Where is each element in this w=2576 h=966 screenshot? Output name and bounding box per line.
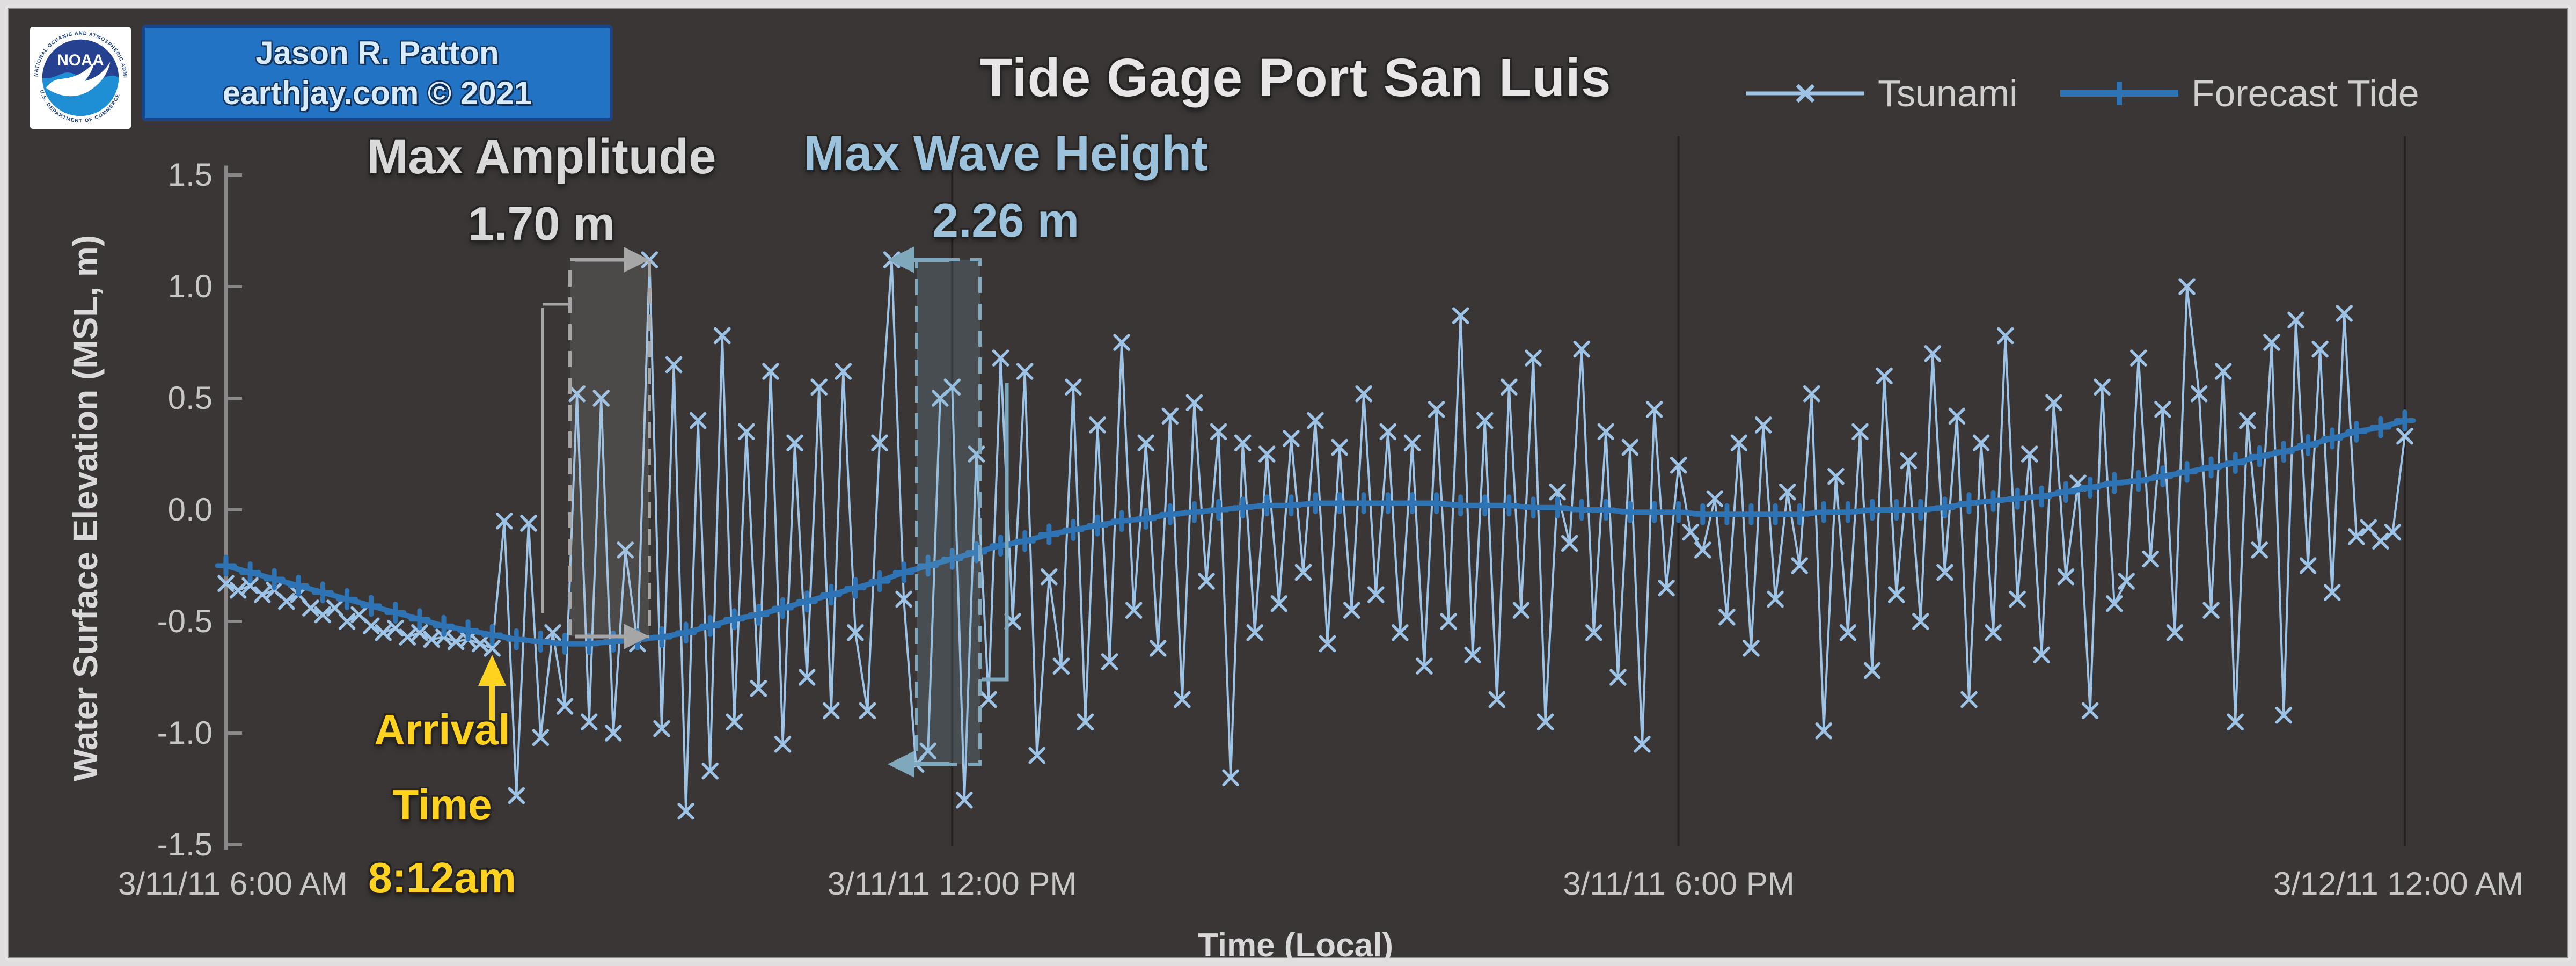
max-amplitude-top-arrowhead-icon <box>624 247 649 273</box>
arrival-label-line1: Arrival <box>374 706 510 753</box>
x-axis-title: Time (Local) <box>1197 927 1394 964</box>
series-lines <box>215 251 2416 820</box>
credit-site: earthjay.com © 2021 <box>222 75 532 111</box>
y-axis-title: Water Surface Elevation (MSL, m) <box>66 235 105 782</box>
x-tick-6am: 3/11/11 6:00 AM <box>118 866 348 902</box>
x-tick-12pm: 3/11/11 12:00 PM <box>827 866 1077 902</box>
y-tick-m0p5: -0.5 <box>157 603 213 639</box>
y-tick-m1p0: -1.0 <box>157 715 213 751</box>
legend-label-tsunami: Tsunami <box>1878 72 2018 114</box>
arrival-label-line2: Time <box>392 781 492 829</box>
max-wave-height-label: Max Wave Height <box>803 126 1208 181</box>
max-amplitude-label: Max Amplitude <box>367 129 716 184</box>
legend-item-tsunami: Tsunami <box>1744 72 2018 115</box>
series-line-1 <box>225 418 2406 647</box>
y-tick-1p0: 1.0 <box>167 268 213 304</box>
legend-label-forecast-tide: Forecast Tide <box>2191 72 2419 114</box>
x-tick-12am: 3/12/11 12:00 AM <box>2273 866 2523 902</box>
credit-author: Jason R. Patton <box>255 35 499 71</box>
chart-title: Tide Gage Port San Luis <box>979 48 1612 108</box>
max-wave-height-bottom-arrowhead-icon <box>888 751 914 778</box>
max-wave-height-top-arrowhead-icon <box>888 246 914 273</box>
max-amplitude-annotation-shape <box>541 247 651 649</box>
y-tick-0p0: 0.0 <box>167 492 213 528</box>
y-tick-1p5: 1.5 <box>167 157 213 193</box>
max-wave-height-value: 2.26 m <box>932 194 1079 247</box>
max-wave-height-range-box <box>915 258 982 766</box>
y-tick-0p5: 0.5 <box>167 380 213 416</box>
chart-canvas <box>215 136 2416 850</box>
y-tick-m1p5: -1.5 <box>157 826 213 862</box>
noaa-emblem-icon: NOAA NATIONAL OCEANIC AND ATMOSPHERIC AD… <box>28 23 128 123</box>
legend: Tsunami Forecast Tide <box>1744 72 2419 115</box>
gridlines <box>951 136 2406 846</box>
noaa-seagull-icon <box>46 62 111 97</box>
forecast-tide-line-marker-icon <box>2060 82 2178 105</box>
arrival-time-value: 8:12am <box>368 854 516 902</box>
max-amplitude-bottom-arrowhead-icon <box>624 624 649 649</box>
arrival-annotation-shape <box>478 655 506 721</box>
tsunami-line-marker-icon <box>1746 84 1864 103</box>
max-wave-height-annotation-shape <box>888 246 1009 778</box>
max-amplitude-range-box <box>568 258 651 638</box>
x-tick-6pm: 3/11/11 6:00 PM <box>1563 866 1795 902</box>
legend-item-forecast-tide: Forecast Tide <box>2058 72 2419 115</box>
arrival-arrowhead-icon <box>478 655 506 686</box>
series-markers-1 <box>215 409 2416 655</box>
noaa-wordmark: NOAA <box>57 52 104 69</box>
credit-box: Jason R. Patton earthjay.com © 2021 <box>142 25 613 121</box>
max-wave-height-bracket <box>982 383 1009 682</box>
y-axis <box>224 165 242 850</box>
max-amplitude-value: 1.70 m <box>468 197 615 250</box>
noaa-logo: NOAA NATIONAL OCEANIC AND ATMOSPHERIC AD… <box>28 23 131 129</box>
